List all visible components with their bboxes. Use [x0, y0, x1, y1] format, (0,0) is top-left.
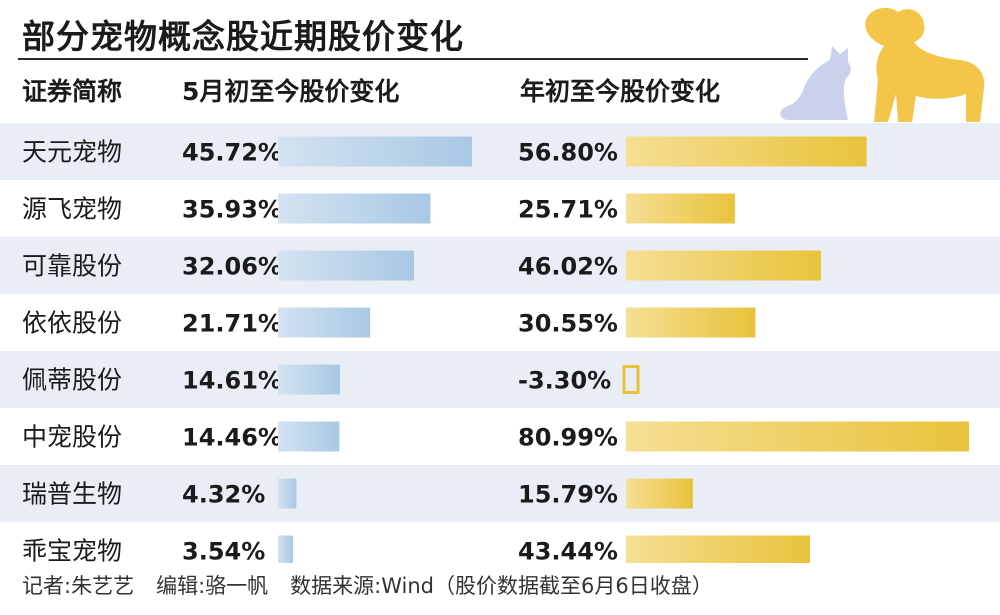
cat-icon: [780, 46, 851, 120]
security-name: 依依股份: [22, 309, 122, 338]
ytd-change-bar: [626, 250, 821, 281]
footer: 记者:朱艺艺 编辑:骆一帆 数据来源:Wind（股价数据截至6月6日收盘）: [22, 570, 735, 600]
header-security-name: 证券简称: [22, 77, 123, 106]
may-change-label: 14.61%: [182, 367, 282, 395]
title-underline: [18, 58, 808, 60]
header-may-change: 5月初至今股价变化: [182, 77, 400, 106]
ytd-change-bar: [626, 136, 867, 167]
ytd-change-label: 30.55%: [518, 310, 618, 338]
security-name: 可靠股份: [22, 252, 122, 281]
ytd-change-bar-negative: [622, 365, 640, 394]
data-source: 数据来源:Wind（股价数据截至6月6日收盘）: [290, 574, 713, 598]
may-change-bar: [278, 535, 294, 563]
may-change-bar: [278, 193, 431, 224]
header-ytd-change: 年初至今股价变化: [520, 77, 721, 106]
editor-credit: 编辑:骆一帆: [156, 574, 269, 598]
may-change-label: 14.46%: [182, 424, 282, 452]
ytd-change-label: 56.80%: [518, 139, 618, 167]
security-name: 源飞宠物: [22, 195, 122, 224]
ytd-change-label: 25.71%: [518, 196, 618, 224]
security-name: 中宠股份: [22, 423, 122, 452]
security-name: 乖宝宠物: [22, 537, 122, 564]
ytd-change-label: 43.44%: [518, 538, 618, 564]
may-change-bar: [278, 250, 415, 281]
security-name: 佩蒂股份: [22, 366, 122, 395]
may-change-bar: [278, 136, 472, 167]
security-name: 瑞普生物: [22, 480, 122, 509]
may-change-label: 32.06%: [182, 253, 282, 281]
may-change-label: 45.72%: [182, 139, 282, 167]
row-shade: [0, 351, 1000, 408]
ytd-change-label: 80.99%: [518, 424, 618, 452]
ytd-change-label: -3.30%: [518, 367, 611, 395]
security-name: 天元宠物: [22, 138, 122, 167]
ytd-change-label: 15.79%: [518, 481, 618, 509]
row-shade: [0, 465, 1000, 522]
ytd-change-bar: [626, 307, 756, 338]
ytd-change-bar: [626, 193, 735, 224]
row-shade: [0, 237, 1000, 294]
ytd-change-bar: [626, 478, 693, 509]
may-change-label: 21.71%: [182, 310, 282, 338]
may-change-bar: [278, 364, 340, 395]
pet-illustration: [780, 7, 985, 122]
reporter-credit: 记者:朱艺艺: [22, 574, 135, 598]
dog-icon: [865, 7, 985, 122]
may-change-label: 3.54%: [182, 538, 265, 564]
may-change-bar: [278, 307, 371, 338]
ytd-change-bar: [626, 535, 810, 563]
may-change-label: 35.93%: [182, 196, 282, 224]
may-change-bar: [278, 421, 340, 452]
may-change-bar: [278, 478, 297, 509]
chart-title: 部分宠物概念股近期股价变化: [22, 17, 464, 56]
may-change-label: 4.32%: [182, 481, 265, 509]
ytd-change-bar: [626, 421, 969, 452]
ytd-change-label: 46.02%: [518, 253, 618, 281]
bar-table-chart: 天元宠物 45.72% 56.80% 源飞宠物 35.93% 25.71% 可靠股份 32.0…: [0, 123, 1000, 563]
